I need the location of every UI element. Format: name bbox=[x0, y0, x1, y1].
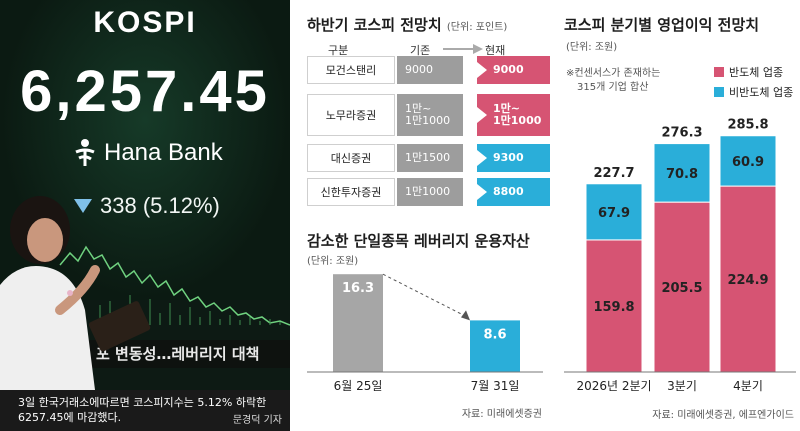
hana-bank-logo-icon bbox=[75, 139, 95, 166]
forecast-title-text: 하반기 코스피 전망치 bbox=[307, 16, 442, 34]
forecast-unit: (단위: 포인트) bbox=[446, 22, 508, 33]
leverage-bar-label: 16.3 bbox=[342, 281, 374, 296]
forecast-previous-value: 1만1000 bbox=[397, 178, 463, 206]
legend-item-semiconductor: 반도체 업종 bbox=[714, 64, 783, 80]
board-change: 338 (5.12%) bbox=[74, 193, 220, 219]
legend-label-non-semiconductor: 비반도체 업종 bbox=[729, 86, 794, 99]
quarterly-unit: (단위: 조원) bbox=[566, 42, 618, 53]
quarterly-segment-label: 60.9 bbox=[732, 155, 764, 170]
leverage-bar bbox=[470, 320, 520, 372]
forecast-arrow-icon bbox=[465, 184, 487, 200]
leverage-category-label: 7월 31일 bbox=[471, 379, 520, 393]
sponsor-name: Hana Bank bbox=[104, 139, 223, 166]
quarterly-title: 코스피 분기별 영업이익 전망치 bbox=[564, 16, 760, 34]
photo-caption: 3일 한국거래소에따르면 코스피지수는 5.12% 하락한 6257.45에 마… bbox=[0, 390, 290, 431]
quarterly-chart-panel: 코스피 분기별 영업이익 전망치 (단위: 조원) ※컨센서스가 존재하는 31… bbox=[556, 0, 800, 431]
sponsor-logo: Hana Bank bbox=[74, 138, 223, 168]
forecast-current-value: 9000 bbox=[477, 56, 550, 84]
forecast-firm: 모건스탠리 bbox=[307, 56, 395, 84]
forecast-firm: 신한투자증권 bbox=[307, 178, 395, 206]
quarterly-segment-label: 67.9 bbox=[598, 206, 630, 221]
quarterly-bar-segment bbox=[719, 135, 777, 187]
header-arrow-icon bbox=[443, 44, 483, 54]
news-photo: KOSPI 6,257.45 Hana Bank 338 (5.12%) bbox=[0, 0, 290, 431]
leverage-decline-arrow-icon bbox=[461, 310, 470, 321]
caption-line-1: 3일 한국거래소에따르면 코스피지수는 5.12% 하락한 bbox=[18, 396, 267, 409]
quarterly-segment-label: 205.5 bbox=[661, 281, 702, 296]
legend-swatch-pink bbox=[714, 67, 724, 77]
forecast-current-value: 1만~ 1만1000 bbox=[477, 94, 550, 136]
change-value: 338 (5.12%) bbox=[100, 193, 220, 218]
board-title: KOSPI bbox=[93, 6, 197, 39]
forecast-previous-value: 1만~ 1만1000 bbox=[397, 94, 463, 136]
legend-swatch-blue bbox=[714, 87, 724, 97]
legend-label-semiconductor: 반도체 업종 bbox=[729, 66, 784, 79]
photo-credit: 문경덕 기자 bbox=[232, 415, 282, 426]
forecast-row: 신한투자증권 1만1000 8800 bbox=[307, 178, 550, 206]
quarterly-bar-segment bbox=[585, 183, 643, 241]
legend-item-non-semiconductor: 비반도체 업종 bbox=[714, 84, 793, 100]
quarterly-category-label: 3분기 bbox=[667, 379, 697, 393]
forecast-table-panel: 하반기 코스피 전망치 (단위: 포인트) 구분 기존 현재 모건스탠리 9000… bbox=[300, 0, 550, 215]
leverage-title: 감소한 단일종목 레버리지 운용자산 bbox=[307, 232, 530, 250]
quarterly-note-1: ※컨센서스가 존재하는 bbox=[566, 68, 661, 79]
quarterly-segment-label: 159.8 bbox=[593, 300, 634, 315]
leverage-decline-line bbox=[382, 273, 467, 317]
forecast-firm: 노무라증권 bbox=[307, 94, 395, 136]
leverage-chart: 16.3 6월 25일 8.6 7월 31일 bbox=[307, 273, 543, 393]
quarterly-segment-label: 224.9 bbox=[727, 273, 768, 288]
caption-line-2: 6257.45에 마감했다. bbox=[18, 411, 122, 424]
leverage-bar-label: 8.6 bbox=[483, 327, 506, 342]
forecast-arrow-icon bbox=[465, 150, 487, 166]
quarterly-total-label: 276.3 bbox=[661, 126, 702, 141]
quarterly-source: 자료: 미래에셋증권, 에프엔가이드 bbox=[652, 410, 794, 421]
leverage-source: 자료: 미래에셋증권 bbox=[461, 409, 542, 420]
quarterly-bar-segment bbox=[719, 185, 777, 373]
leverage-bar bbox=[333, 274, 383, 372]
quarterly-chart: 159.8 67.9 227.7 2026년 2분기 205.5 70.8 276.3 3분기… bbox=[564, 118, 796, 393]
leverage-chart-panel: 감소한 단일종목 레버리지 운용자산 (단위: 조원) 16.3 6월 25일 8.… bbox=[300, 222, 550, 431]
down-triangle-icon bbox=[74, 199, 92, 213]
quarterly-segment-label: 70.8 bbox=[666, 167, 698, 182]
leverage-category-label: 6월 25일 bbox=[334, 379, 383, 393]
quarterly-category-label: 4분기 bbox=[733, 379, 763, 393]
forecast-title: 하반기 코스피 전망치 (단위: 포인트) bbox=[307, 14, 507, 35]
forecast-firm: 대신증권 bbox=[307, 144, 395, 172]
board-value: 6,257.45 bbox=[20, 59, 270, 124]
forecast-arrow-icon bbox=[465, 62, 487, 78]
forecast-current-value: 9300 bbox=[477, 144, 550, 172]
quarterly-bar-segment bbox=[653, 201, 711, 373]
leverage-unit: (단위: 조원) bbox=[307, 256, 359, 267]
forecast-row: 노무라증권 1만~ 1만1000 1만~ 1만1000 bbox=[307, 94, 550, 136]
quarterly-category-label: 2026년 2분기 bbox=[576, 379, 651, 393]
quarterly-total-label: 285.8 bbox=[727, 118, 768, 133]
header-previous: 기존 bbox=[410, 44, 431, 57]
quarterly-note-2: 315개 기업 합산 bbox=[577, 82, 649, 93]
forecast-previous-value: 1만1500 bbox=[397, 144, 463, 172]
forecast-row: 모건스탠리 9000 9000 bbox=[307, 56, 550, 84]
quarterly-bar-segment bbox=[653, 143, 711, 203]
forecast-row: 대신증권 1만1500 9300 bbox=[307, 144, 550, 172]
quarterly-total-label: 227.7 bbox=[593, 166, 634, 181]
forecast-previous-value: 9000 bbox=[397, 56, 463, 84]
forecast-arrow-icon bbox=[465, 107, 487, 123]
forecast-current-value: 8800 bbox=[477, 178, 550, 206]
header-firm: 구분 bbox=[328, 44, 349, 57]
person-illustration bbox=[0, 196, 151, 390]
header-current: 현재 bbox=[485, 44, 506, 57]
